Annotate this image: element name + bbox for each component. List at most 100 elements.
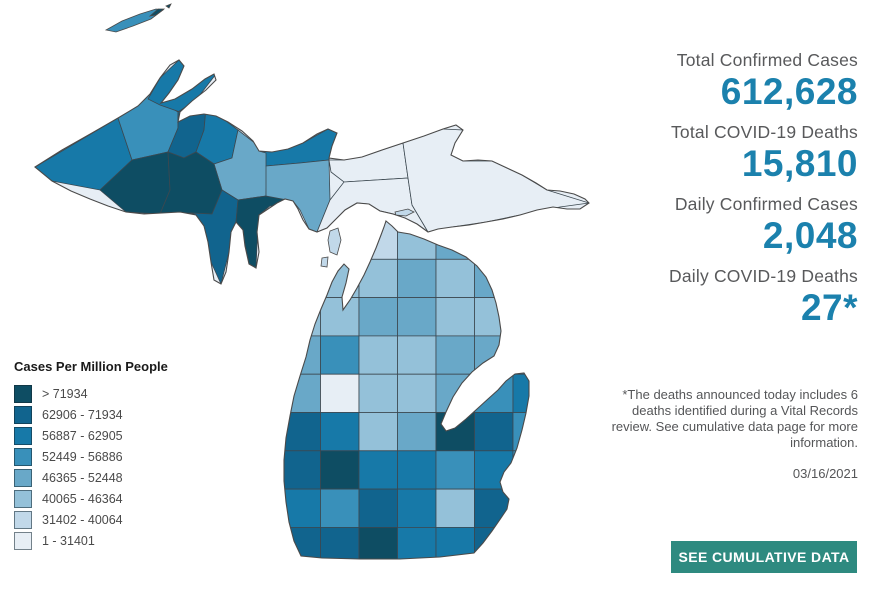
upper-peninsula-coastline: [34, 59, 590, 285]
county-cell-r7c3[interactable]: [397, 488, 437, 528]
legend-title: Cases Per Million People: [14, 359, 168, 374]
county-cell-r6c2[interactable]: [358, 450, 398, 490]
island-beaver-island[interactable]: [327, 227, 342, 256]
legend-item-0: > 71934: [14, 383, 168, 404]
county-cell-r2c4[interactable]: [435, 297, 475, 337]
county-cell-r2c2[interactable]: [358, 297, 398, 337]
legend-swatch: [14, 384, 32, 403]
deaths-footnote: *The deaths announced today includes 6 d…: [611, 387, 858, 450]
legend-item-5: 40065 - 46364: [14, 488, 168, 509]
stat-label-daily-deaths: Daily COVID-19 Deaths: [669, 265, 858, 286]
county-cell-r6c4[interactable]: [435, 450, 475, 490]
island-bois-blanc-island[interactable]: [394, 208, 415, 217]
county-cell-r1c0[interactable]: [282, 258, 321, 298]
county-cell-r6c7[interactable]: [552, 451, 591, 489]
county-cell-r7c2[interactable]: [358, 488, 398, 528]
county-cell-r0c5[interactable]: [474, 221, 514, 260]
legend-swatch: [14, 405, 32, 424]
county-cell-r2c0[interactable]: [282, 297, 321, 337]
county-keweenaw[interactable]: [147, 60, 217, 113]
county-schoolcraft[interactable]: [265, 159, 331, 233]
county-cell-r4c6[interactable]: [512, 373, 552, 413]
county-cell-r2c3[interactable]: [397, 297, 437, 337]
legend-item-1: 62906 - 71934: [14, 404, 168, 425]
county-cell-r6c6[interactable]: [512, 450, 552, 490]
lower-peninsula-coastline: [283, 220, 530, 560]
legend-item-3: 52449 - 56886: [14, 446, 168, 467]
county-cell-r5c7[interactable]: [552, 413, 591, 451]
stat-value-total-cases: 612,628: [720, 71, 858, 112]
county-cell-r5c4[interactable]: [435, 412, 475, 452]
county-cell-r4c7[interactable]: [552, 374, 591, 412]
county-cell-r1c2[interactable]: [358, 258, 398, 298]
county-cell-r3c6[interactable]: [512, 335, 552, 375]
county-cell-r7c7[interactable]: [552, 489, 591, 527]
stat-label-total-cases: Total Confirmed Cases: [676, 50, 858, 70]
county-cell-r4c2[interactable]: [358, 373, 398, 413]
county-cell-r5c3[interactable]: [397, 412, 437, 452]
legend-bin-label: 62906 - 71934: [42, 407, 123, 422]
county-cell-r5c1[interactable]: [320, 412, 360, 452]
county-cell-r3c1[interactable]: [320, 335, 360, 375]
report-date: 03/16/2021: [792, 466, 858, 481]
county-cell-r5c5[interactable]: [474, 412, 514, 452]
county-cell-r7c1[interactable]: [320, 488, 360, 528]
legend-rows: > 71934 62906 - 71934 56887 - 62905 52449 -…: [14, 383, 168, 551]
county-cell-r3c5[interactable]: [474, 335, 514, 375]
county-cell-r8c2[interactable]: [358, 527, 398, 565]
county-cell-r5c0[interactable]: [282, 412, 321, 452]
county-cell-r6c1[interactable]: [320, 450, 360, 490]
county-cell-r6c3[interactable]: [397, 450, 437, 490]
county-cell-r3c2[interactable]: [358, 335, 398, 375]
county-cell-r8c3[interactable]: [397, 527, 437, 565]
see-cumulative-data-button[interactable]: SEE CUMULATIVE DATA: [671, 541, 857, 573]
county-cell-r7c4[interactable]: [435, 488, 475, 528]
stat-value-total-deaths: 15,810: [741, 142, 858, 184]
map-legend: Cases Per Million People > 71934 62906 - …: [14, 359, 168, 551]
county-cell-r3c7[interactable]: [552, 336, 591, 374]
county-cell-r2c5[interactable]: [474, 297, 514, 337]
county-cell-r1c5[interactable]: [474, 258, 514, 298]
legend-bin-label: 31402 - 40064: [42, 512, 123, 527]
island-isle-royale-tip[interactable]: [148, 8, 166, 17]
legend-item-2: 56887 - 62905: [14, 425, 168, 446]
county-cell-r8c0[interactable]: [282, 527, 321, 565]
county-cell-r3c0[interactable]: [282, 335, 321, 375]
county-cell-r7c0[interactable]: [282, 488, 321, 528]
island-beaver-islet[interactable]: [320, 256, 329, 268]
michigan-choropleth-map[interactable]: [0, 0, 620, 595]
county-cell-r1c4[interactable]: [435, 258, 475, 298]
county-cell-r6c5[interactable]: [474, 450, 514, 490]
county-luce[interactable]: [328, 142, 409, 183]
county-cell-r8c4[interactable]: [435, 527, 475, 565]
county-delta[interactable]: [235, 195, 299, 269]
county-cell-r4c3[interactable]: [397, 373, 437, 413]
county-cell-r2c1[interactable]: [320, 297, 360, 337]
legend-bin-label: 40065 - 46364: [42, 491, 123, 506]
legend-item-4: 46365 - 52448: [14, 467, 168, 488]
legend-bin-label: > 71934: [42, 386, 88, 401]
legend-swatch: [14, 489, 32, 508]
island-passage-islet[interactable]: [165, 3, 172, 9]
legend-item-7: 1 - 31401: [14, 530, 168, 551]
county-cell-r7c6[interactable]: [512, 488, 552, 528]
county-cell-r8c6[interactable]: [512, 527, 552, 565]
county-cell-r0c2[interactable]: [358, 221, 398, 260]
stats-panel: Total Confirmed Cases 612,628 Total COVI…: [528, 50, 858, 338]
stat-value-daily-deaths: 27*: [800, 286, 858, 328]
legend-swatch: [14, 531, 32, 550]
county-cell-r3c4[interactable]: [435, 335, 475, 375]
legend-bin-label: 52449 - 56886: [42, 449, 123, 464]
county-cell-r5c6[interactable]: [512, 412, 552, 452]
legend-swatch: [14, 447, 32, 466]
county-cell-r1c3[interactable]: [397, 258, 437, 298]
county-cell-r4c1[interactable]: [320, 373, 360, 413]
county-cell-r3c3[interactable]: [397, 335, 437, 375]
county-cell-r5c2[interactable]: [358, 412, 398, 452]
county-cell-r4c0[interactable]: [282, 373, 321, 413]
county-cell-r6c0[interactable]: [282, 450, 321, 490]
stat-value-daily-cases: 2,048: [762, 214, 858, 256]
county-cell-r8c7[interactable]: [552, 527, 591, 565]
county-cell-r8c1[interactable]: [320, 527, 360, 565]
